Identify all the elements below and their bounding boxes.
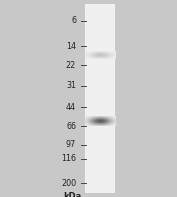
Text: 14: 14 bbox=[66, 42, 76, 51]
Text: 116: 116 bbox=[61, 154, 76, 163]
Text: kDa: kDa bbox=[63, 192, 82, 197]
Text: 6: 6 bbox=[71, 16, 76, 25]
Bar bbox=[85, 4, 115, 193]
Text: 97: 97 bbox=[66, 140, 76, 149]
Text: 66: 66 bbox=[66, 122, 76, 131]
Text: 44: 44 bbox=[66, 103, 76, 112]
Text: 22: 22 bbox=[66, 60, 76, 70]
Text: 31: 31 bbox=[66, 81, 76, 90]
Text: 200: 200 bbox=[61, 179, 76, 188]
